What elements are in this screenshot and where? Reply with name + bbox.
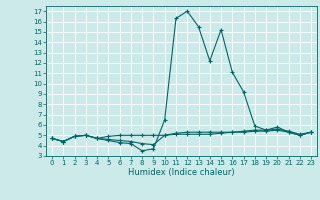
X-axis label: Humidex (Indice chaleur): Humidex (Indice chaleur)	[128, 168, 235, 177]
